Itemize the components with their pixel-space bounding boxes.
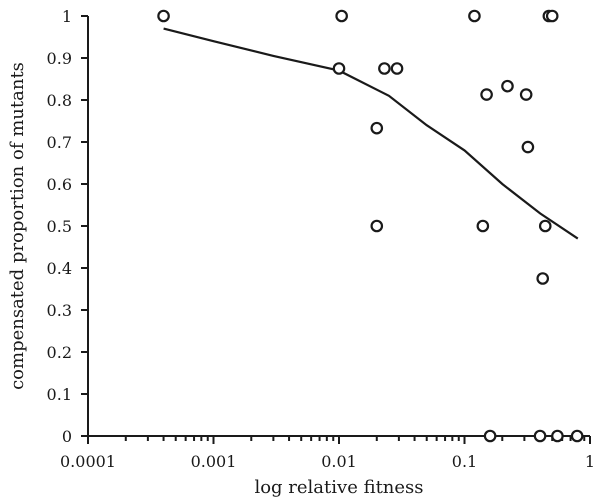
y-tick-label: 0.3 <box>47 301 72 320</box>
data-point <box>570 429 584 443</box>
axes <box>87 16 590 437</box>
data-point <box>335 9 348 23</box>
data-point <box>370 121 384 135</box>
x-tick-label: 0.0001 <box>60 452 116 471</box>
points-layer <box>157 9 584 443</box>
x-tick-label: 1 <box>585 452 594 471</box>
data-point <box>332 62 346 75</box>
data-point <box>538 219 552 233</box>
y-tick-label: 0.2 <box>47 343 72 362</box>
y-tick-label: 0.1 <box>47 385 72 404</box>
data-point <box>476 219 490 233</box>
y-tick-label: 0 <box>62 427 72 446</box>
x-tick-label: 0.1 <box>452 452 477 471</box>
data-point <box>519 88 533 101</box>
data-point <box>521 140 535 154</box>
data-point <box>483 429 497 443</box>
y-axis-label: compensated proportion of mutants <box>7 62 28 390</box>
data-point <box>378 62 391 75</box>
y-tick-label: 0.5 <box>47 217 72 236</box>
data-point <box>551 429 564 443</box>
data-point <box>533 429 547 443</box>
data-point <box>545 9 559 23</box>
trend-layer <box>163 27 579 240</box>
y-tick-label: 0.6 <box>47 175 72 194</box>
y-tick-label: 0.4 <box>47 259 72 278</box>
data-point <box>501 79 514 93</box>
x-ticks: 0.0001 0.001 0.01 0.1 1 <box>60 436 594 471</box>
x-tick-label: 0.01 <box>321 452 357 471</box>
data-point <box>536 272 550 285</box>
trend-line <box>163 27 579 240</box>
y-tick-label: 1 <box>62 7 72 26</box>
y-ticks: 0 0.1 0.2 0.3 0.4 0.5 0.6 0.7 0.8 0.9 1 <box>47 7 88 446</box>
data-point <box>390 62 404 75</box>
data-point <box>468 9 481 23</box>
y-tick-label: 0.8 <box>47 91 72 110</box>
data-point <box>480 88 493 101</box>
x-tick-label: 0.001 <box>191 452 237 471</box>
data-point <box>370 219 384 233</box>
y-tick-label: 0.9 <box>47 49 72 68</box>
y-tick-label: 0.7 <box>47 133 72 152</box>
data-point <box>157 9 170 23</box>
x-axis-label: log relative fitness <box>254 477 423 498</box>
